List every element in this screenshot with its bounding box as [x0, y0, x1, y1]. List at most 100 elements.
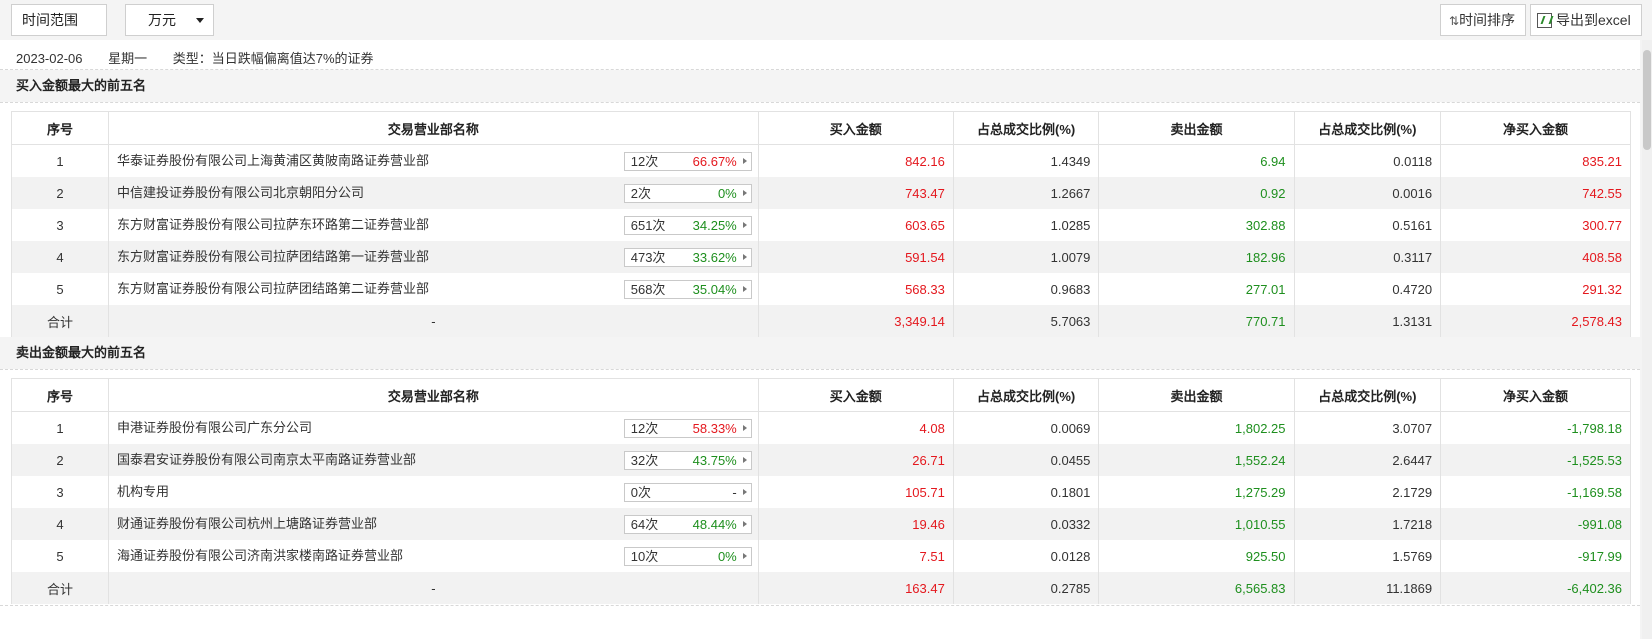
listing-stats-badge[interactable]: 64次 48.44%	[623, 515, 752, 534]
branch-name[interactable]: 华泰证券股份有限公司上海黄浦区黄陂南路证券营业部	[117, 153, 430, 168]
vertical-scrollbar[interactable]	[1642, 40, 1652, 639]
time-range-button[interactable]: 时间范围	[11, 4, 107, 36]
info-line: 2023-02-06 星期一 类型：当日跌幅偏离值达7%的证券	[16, 48, 396, 67]
branch-name[interactable]: 东方财富证券股份有限公司拉萨团结路第一证券营业部	[117, 249, 430, 264]
header-col-net: 净买入金额	[1440, 111, 1631, 145]
divider	[0, 69, 1640, 70]
table-row: 5 东方财富证券股份有限公司拉萨团结路第二证券营业部 568次 35.04% 568.3…	[10, 273, 1631, 305]
net-buy-amount: 408.58	[1440, 241, 1631, 273]
total-sell-ratio: 1.3131	[1293, 305, 1442, 337]
total-buy-amount: 163.47	[757, 572, 954, 604]
win-rate: -	[732, 485, 737, 500]
export-excel-button[interactable]: 导出到excel	[1530, 4, 1642, 36]
listing-count: 12次	[630, 154, 659, 169]
sell-ratio: 0.4720	[1293, 273, 1442, 305]
net-buy-amount: -1,169.58	[1440, 476, 1631, 508]
total-row: 合计 -3,349.14 5.7063 770.71 1.3131 2,578.43	[10, 305, 1631, 337]
branch-name-cell: 申港证券股份有限公司广东分公司 12次 58.33%	[108, 411, 759, 444]
header-col-sell: 卖出金额	[1098, 111, 1295, 145]
branch-name-cell: 东方财富证券股份有限公司拉萨东环路第二证券营业部 651次 34.25%	[108, 209, 759, 241]
caret-down-icon	[196, 18, 204, 23]
sell-amount: 925.50	[1098, 540, 1295, 572]
listing-stats-badge[interactable]: 12次 66.67%	[623, 152, 752, 171]
branch-name[interactable]: 海通证券股份有限公司济南洪家楼南路证券营业部	[117, 548, 404, 563]
buy-ratio: 1.4349	[952, 144, 1100, 177]
net-buy-amount: -991.08	[1440, 508, 1631, 540]
listing-stats-badge[interactable]: 2次 0%	[623, 184, 752, 203]
branch-name-cell: 中信建投证券股份有限公司北京朝阳分公司 2次 0%	[108, 177, 759, 209]
table-row: 4 财通证券股份有限公司杭州上塘路证券营业部 64次 48.44% 19.46 0.033…	[10, 508, 1631, 540]
branch-name-cell: 东方财富证券股份有限公司拉萨团结路第二证券营业部 568次 35.04%	[108, 273, 759, 305]
divider	[0, 369, 1640, 370]
listing-stats-badge[interactable]: 0次 -	[623, 483, 752, 502]
listing-stats-badge[interactable]: 473次 33.62%	[623, 248, 752, 267]
listing-stats-badge[interactable]: 651次 34.25%	[623, 216, 752, 235]
listing-count: 64次	[630, 517, 659, 532]
sell-ratio: 2.6447	[1293, 444, 1442, 476]
header-col-sell-ratio: 占总成交比例(%)	[1293, 111, 1442, 145]
chevron-right-icon	[742, 222, 747, 228]
listing-count: 651次	[630, 218, 666, 233]
total-buy-ratio: 5.7063	[952, 305, 1100, 337]
win-rate: 48.44%	[692, 517, 737, 532]
branch-name[interactable]: 机构专用	[117, 484, 170, 499]
listing-stats-badge[interactable]: 32次 43.75%	[623, 451, 752, 470]
total-buy-ratio: 0.2785	[952, 572, 1100, 604]
total-sell-amount: 770.71	[1098, 305, 1295, 337]
branch-name[interactable]: 申港证券股份有限公司广东分公司	[117, 420, 313, 435]
buy-ratio: 1.2667	[952, 177, 1100, 209]
sell-amount: 1,552.24	[1098, 444, 1295, 476]
branch-name[interactable]: 东方财富证券股份有限公司拉萨团结路第二证券营业部	[117, 281, 430, 296]
table-row: 1 申港证券股份有限公司广东分公司 12次 58.33% 4.08 0.0069 1,802…	[10, 411, 1631, 444]
row-number: 2	[10, 444, 110, 476]
buy-section-title: 买入金额最大的前五名	[0, 70, 1640, 102]
sell-amount: 1,275.29	[1098, 476, 1295, 508]
listing-count: 0次	[630, 485, 651, 500]
win-rate: 0%	[717, 186, 737, 201]
listing-stats-badge[interactable]: 10次 0%	[623, 547, 752, 566]
total-net-buy-amount: 2,578.43	[1440, 305, 1631, 337]
row-number: 1	[10, 411, 110, 444]
net-buy-amount: -1,798.18	[1440, 411, 1631, 444]
total-row: 合计 -163.47 0.2785 6,565.83 11.1869 -6,402.36	[10, 572, 1631, 604]
listing-stats-badge[interactable]: 12次 58.33%	[623, 419, 752, 438]
buy-amount: 743.47	[757, 177, 954, 209]
total-net-buy-amount: -6,402.36	[1440, 572, 1631, 604]
branch-name[interactable]: 中信建投证券股份有限公司北京朝阳分公司	[117, 185, 365, 200]
table-row: 1 华泰证券股份有限公司上海黄浦区黄陂南路证券营业部 12次 66.67% 842.16…	[10, 144, 1631, 177]
trade-type: 类型：当日跌幅偏离值达7%的证券	[172, 51, 374, 66]
sell-amount: 0.92	[1098, 177, 1295, 209]
branch-name[interactable]: 东方财富证券股份有限公司拉萨东环路第二证券营业部	[117, 217, 430, 232]
win-rate: 58.33%	[692, 421, 737, 436]
net-buy-amount: 835.21	[1440, 144, 1631, 177]
sell-section-title: 卖出金额最大的前五名	[0, 337, 1640, 369]
net-buy-amount: 742.55	[1440, 177, 1631, 209]
row-number: 5	[10, 273, 110, 305]
buy-amount: 568.33	[757, 273, 954, 305]
branch-name[interactable]: 国泰君安证券股份有限公司南京太平南路证券营业部	[117, 452, 417, 467]
buy-amount: 7.51	[757, 540, 954, 572]
header-col-buy: 买入金额	[757, 378, 954, 412]
header-col-name: 交易营业部名称	[108, 111, 759, 145]
unit-select[interactable]: 万元	[125, 4, 214, 36]
scrollbar-thumb[interactable]	[1643, 50, 1651, 150]
divider	[0, 605, 1640, 606]
total-label: 合计	[10, 572, 110, 604]
header-col-no: 序号	[10, 378, 110, 412]
sell-ratio: 1.5769	[1293, 540, 1442, 572]
chevron-right-icon	[742, 190, 747, 196]
sell-ratio: 0.0016	[1293, 177, 1442, 209]
sell-top5-table: 序号 交易营业部名称 买入金额 占总成交比例(%) 卖出金额 占总成交比例(%) 净买入金额…	[10, 378, 1631, 604]
listing-count: 473次	[630, 250, 666, 265]
header-col-name: 交易营业部名称	[108, 378, 759, 412]
sort-arrows-icon: ⇅	[1449, 14, 1460, 28]
branch-name[interactable]: 财通证券股份有限公司杭州上塘路证券营业部	[117, 516, 378, 531]
chevron-right-icon	[742, 425, 747, 431]
buy-amount: 105.71	[757, 476, 954, 508]
row-number: 4	[10, 508, 110, 540]
table-row: 2 国泰君安证券股份有限公司南京太平南路证券营业部 32次 43.75% 26.71 0.…	[10, 444, 1631, 476]
time-sort-button[interactable]: ⇅时间排序	[1440, 4, 1526, 36]
buy-ratio: 0.0128	[952, 540, 1100, 572]
time-sort-label: 时间排序	[1459, 12, 1516, 28]
listing-stats-badge[interactable]: 568次 35.04%	[623, 280, 752, 299]
